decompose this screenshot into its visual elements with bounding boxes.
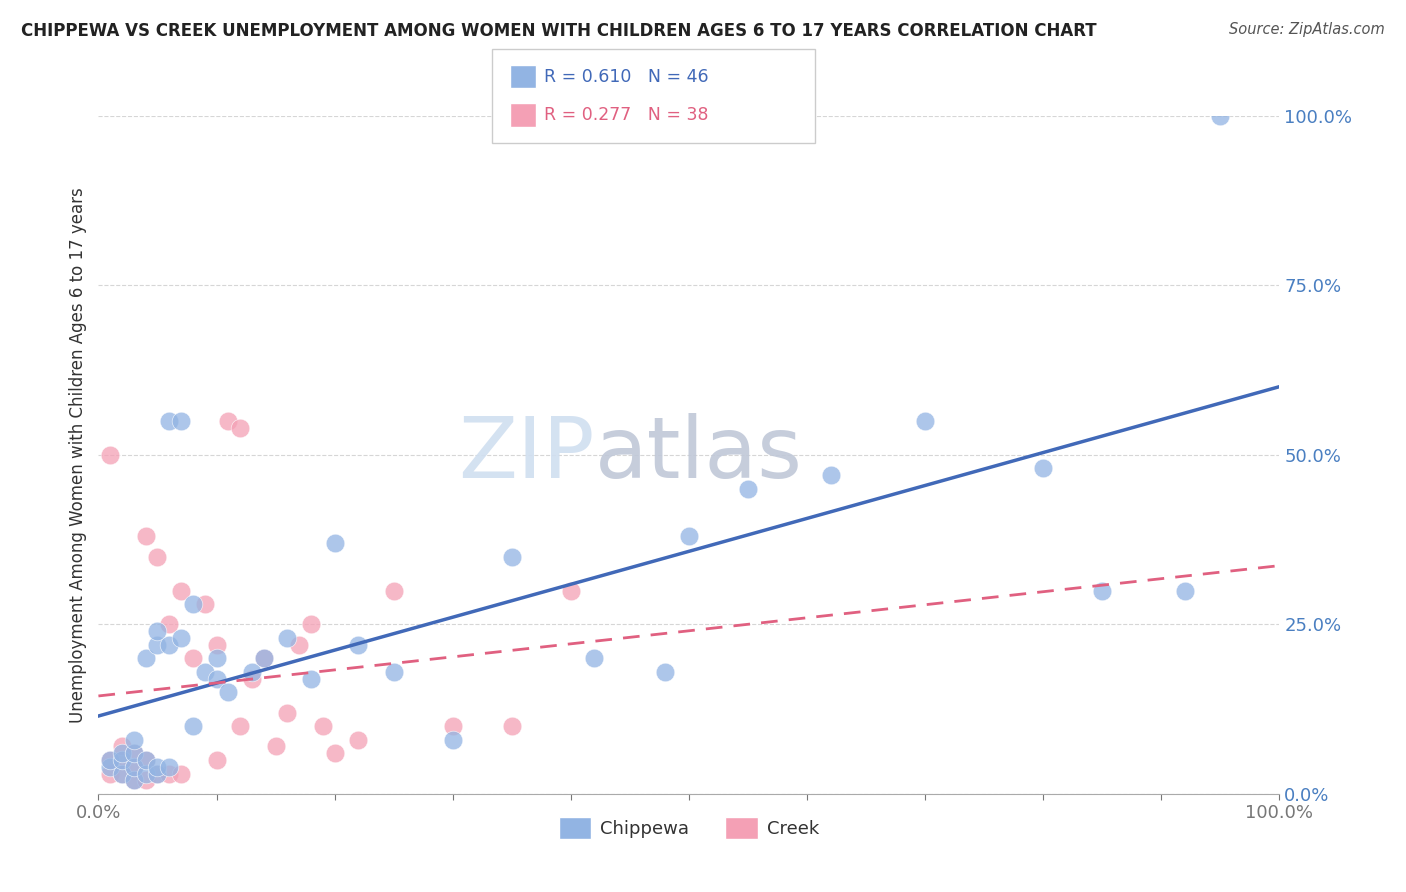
Text: Source: ZipAtlas.com: Source: ZipAtlas.com (1229, 22, 1385, 37)
Point (122, 773, 145, 788)
Point (122, 760, 145, 774)
Point (135, 651, 157, 665)
Point (135, 773, 157, 788)
Point (1174, 583, 1197, 598)
Point (135, 753, 157, 767)
Point (170, 766, 193, 780)
Point (288, 638, 311, 652)
Point (654, 665, 676, 679)
Point (98, 753, 121, 767)
Point (217, 414, 239, 428)
Point (205, 672, 228, 686)
Point (122, 746, 145, 760)
Point (98, 753, 121, 767)
Point (146, 760, 169, 774)
Text: CHIPPEWA VS CREEK UNEMPLOYMENT AMONG WOMEN WITH CHILDREN AGES 6 TO 17 YEARS CORR: CHIPPEWA VS CREEK UNEMPLOYMENT AMONG WOM… (21, 22, 1097, 40)
Point (253, 651, 276, 665)
Point (122, 732, 145, 747)
Point (111, 766, 134, 780)
Point (323, 746, 346, 760)
Point (181, 719, 204, 733)
Point (122, 746, 145, 760)
Point (122, 760, 145, 774)
Point (560, 583, 582, 598)
Point (678, 529, 700, 543)
Point (737, 482, 759, 496)
Point (194, 665, 217, 679)
Point (323, 536, 346, 550)
Point (240, 665, 263, 679)
Point (135, 753, 157, 767)
Point (157, 766, 180, 780)
Point (111, 753, 134, 767)
Point (146, 624, 169, 639)
Point (1091, 583, 1114, 598)
Point (217, 685, 239, 699)
Point (347, 638, 370, 652)
Point (146, 766, 169, 780)
Point (98, 760, 121, 774)
Point (111, 753, 134, 767)
Point (181, 597, 204, 611)
Point (1032, 461, 1054, 475)
Point (122, 773, 145, 788)
Point (299, 617, 322, 632)
Point (157, 638, 180, 652)
Point (229, 719, 252, 733)
Point (312, 719, 335, 733)
Point (441, 732, 464, 747)
Legend: Chippewa, Creek: Chippewa, Creek (551, 809, 827, 846)
Point (194, 597, 217, 611)
Point (157, 414, 180, 428)
Point (170, 583, 193, 598)
Point (205, 638, 228, 652)
Y-axis label: Unemployment Among Women with Children Ages 6 to 17 years: Unemployment Among Women with Children A… (69, 187, 87, 723)
Point (1209, 109, 1232, 123)
Point (276, 631, 298, 645)
Point (170, 414, 193, 428)
Point (441, 719, 464, 733)
Point (146, 638, 169, 652)
Point (264, 739, 287, 754)
Point (170, 631, 193, 645)
Point (98, 448, 121, 462)
Text: R = 0.610   N = 46: R = 0.610 N = 46 (544, 68, 709, 86)
Point (146, 549, 169, 564)
Point (914, 414, 936, 428)
Point (111, 739, 134, 754)
Point (583, 651, 606, 665)
Point (382, 583, 405, 598)
Point (501, 719, 523, 733)
Point (146, 766, 169, 780)
Point (276, 706, 298, 720)
Point (501, 549, 523, 564)
Point (205, 651, 228, 665)
Point (98, 766, 121, 780)
Point (135, 766, 157, 780)
Point (253, 651, 276, 665)
Point (135, 529, 157, 543)
Text: atlas: atlas (595, 413, 803, 497)
Point (299, 672, 322, 686)
Point (229, 421, 252, 435)
Text: ZIP: ZIP (458, 413, 595, 497)
Point (181, 651, 204, 665)
Point (240, 672, 263, 686)
Point (347, 732, 370, 747)
Point (157, 617, 180, 632)
Point (820, 468, 842, 483)
Point (111, 766, 134, 780)
Point (205, 753, 228, 767)
Point (382, 665, 405, 679)
Point (157, 760, 180, 774)
Point (111, 746, 134, 760)
Text: R = 0.277   N = 38: R = 0.277 N = 38 (544, 106, 709, 124)
